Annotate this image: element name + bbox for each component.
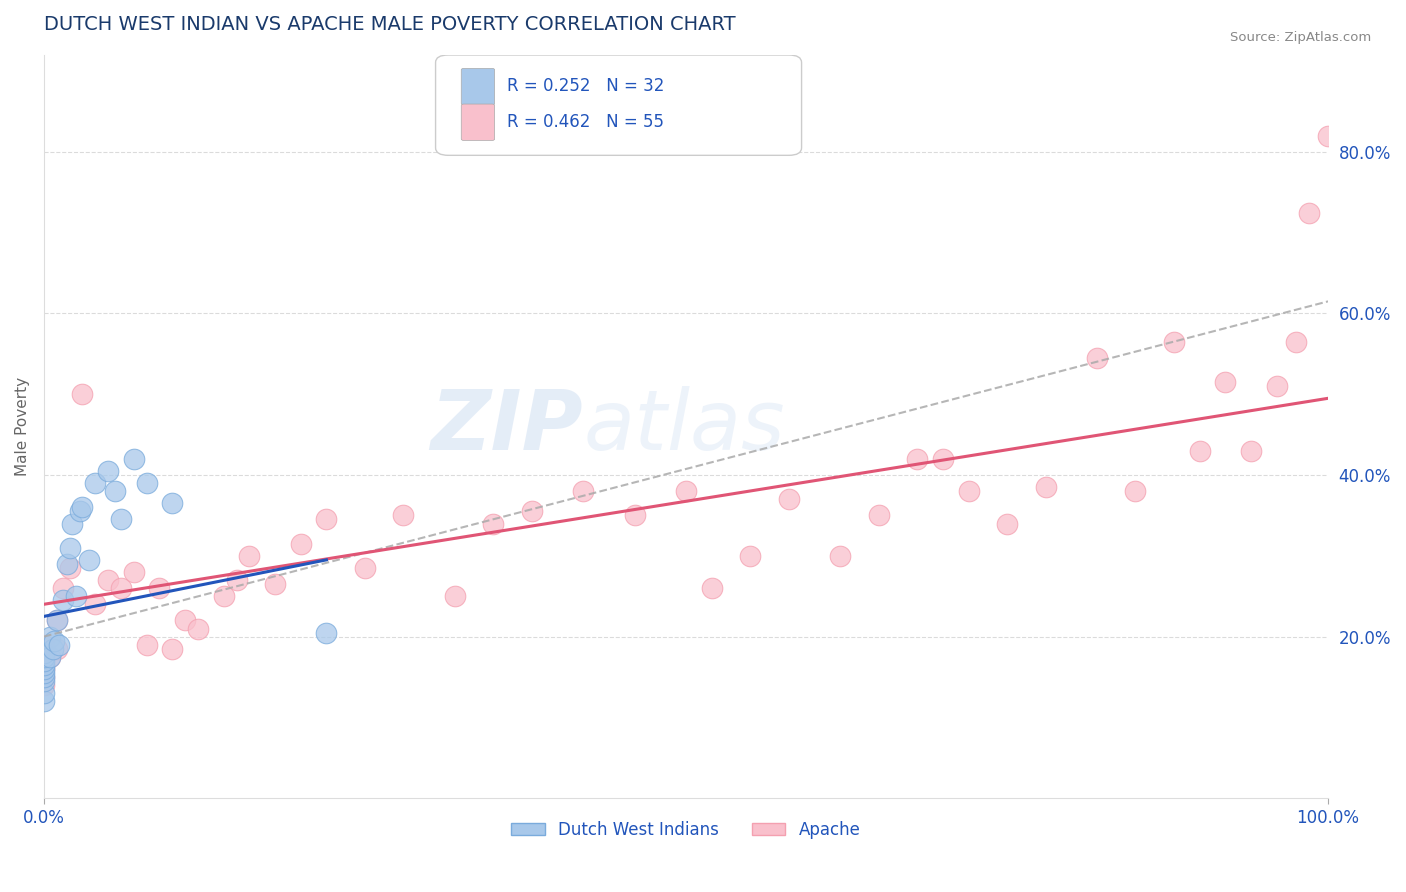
Point <box>72 500 94 515</box>
Point <box>1215 375 1237 389</box>
Point <box>148 581 170 595</box>
Point <box>778 492 800 507</box>
Point <box>740 549 762 563</box>
Point <box>42 641 65 656</box>
Point <box>39 649 62 664</box>
Point <box>45 614 67 628</box>
Text: R = 0.462   N = 55: R = 0.462 N = 55 <box>508 113 665 131</box>
Point <box>58 561 80 575</box>
Point <box>60 516 83 531</box>
Point <box>69 504 91 518</box>
Point <box>103 484 125 499</box>
Point <box>122 451 145 466</box>
Point <box>135 476 157 491</box>
Legend: Dutch West Indians, Apache: Dutch West Indians, Apache <box>505 814 868 846</box>
Point <box>1265 379 1288 393</box>
Text: Source: ZipAtlas.com: Source: ZipAtlas.com <box>1230 31 1371 45</box>
Point <box>238 549 260 563</box>
Point <box>45 614 67 628</box>
Point <box>392 508 415 523</box>
Point <box>1125 484 1147 499</box>
Point <box>520 504 543 518</box>
Point <box>97 464 120 478</box>
Point <box>290 537 312 551</box>
Point <box>39 630 62 644</box>
Point <box>110 512 132 526</box>
Point <box>572 484 595 499</box>
Text: ZIP: ZIP <box>430 386 583 467</box>
Point <box>44 633 66 648</box>
Point <box>1285 334 1308 349</box>
Point <box>135 638 157 652</box>
FancyBboxPatch shape <box>461 69 495 104</box>
Text: DUTCH WEST INDIAN VS APACHE MALE POVERTY CORRELATION CHART: DUTCH WEST INDIAN VS APACHE MALE POVERTY… <box>44 15 735 34</box>
Point <box>1188 443 1211 458</box>
Point <box>995 516 1018 531</box>
FancyBboxPatch shape <box>436 55 801 155</box>
Point <box>1317 128 1340 143</box>
Point <box>264 577 287 591</box>
Point <box>48 638 70 652</box>
Point <box>225 573 247 587</box>
Point <box>32 654 55 668</box>
Point <box>32 646 55 660</box>
Point <box>1085 351 1108 365</box>
Point <box>675 484 697 499</box>
Point <box>162 641 184 656</box>
FancyBboxPatch shape <box>461 104 495 140</box>
Text: atlas: atlas <box>583 386 785 467</box>
Point <box>84 597 107 611</box>
Point <box>162 496 184 510</box>
Point <box>187 622 209 636</box>
Point <box>110 581 132 595</box>
Point <box>905 451 928 466</box>
Point <box>354 561 377 575</box>
Point <box>315 625 337 640</box>
Text: R = 0.252   N = 32: R = 0.252 N = 32 <box>508 78 665 95</box>
Point <box>32 657 55 672</box>
Point <box>32 670 55 684</box>
Point <box>84 476 107 491</box>
Point <box>32 686 55 700</box>
Point <box>56 557 79 571</box>
Point <box>52 581 75 595</box>
Point <box>32 670 55 684</box>
Point <box>32 665 55 680</box>
Point <box>932 451 955 466</box>
Point <box>97 573 120 587</box>
Point <box>58 541 80 555</box>
Point <box>72 387 94 401</box>
Point <box>212 589 235 603</box>
Point <box>32 649 55 664</box>
Point <box>623 508 645 523</box>
Point <box>32 662 55 676</box>
Point <box>122 565 145 579</box>
Point <box>1035 480 1057 494</box>
Point <box>77 553 100 567</box>
Point <box>32 654 55 668</box>
Point <box>32 638 55 652</box>
Point <box>315 512 337 526</box>
Point <box>868 508 890 523</box>
Point <box>32 694 55 708</box>
Point <box>830 549 852 563</box>
Y-axis label: Male Poverty: Male Poverty <box>15 377 30 476</box>
Point <box>39 649 62 664</box>
Point <box>700 581 723 595</box>
Point <box>957 484 980 499</box>
Point <box>32 673 55 688</box>
Point <box>52 593 75 607</box>
Point <box>1298 205 1320 219</box>
Point <box>1163 334 1185 349</box>
Point <box>45 641 67 656</box>
Point <box>65 589 87 603</box>
Point <box>1240 443 1263 458</box>
Point <box>32 657 55 672</box>
Point <box>32 678 55 692</box>
Point <box>32 662 55 676</box>
Point <box>482 516 505 531</box>
Point <box>443 589 465 603</box>
Point <box>174 614 197 628</box>
